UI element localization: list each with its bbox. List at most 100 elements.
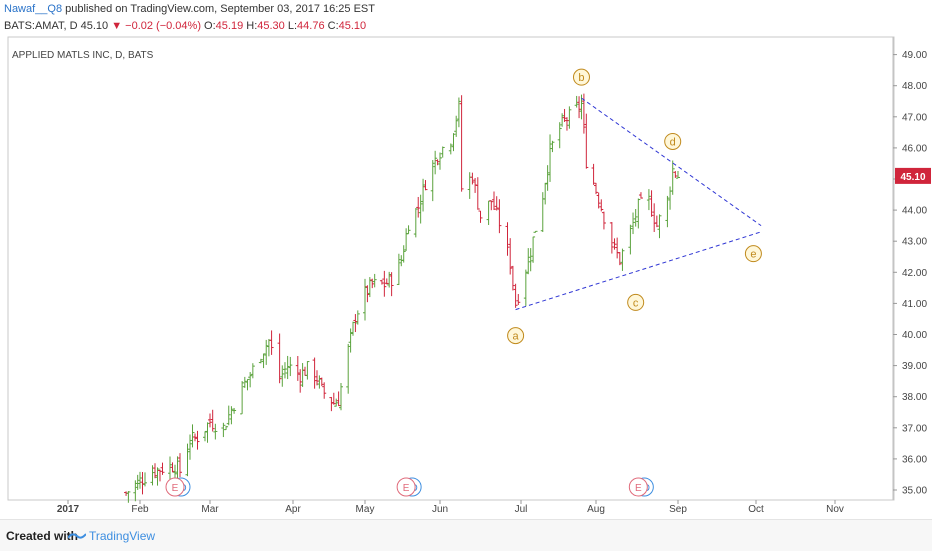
earnings-marker-letter: E bbox=[403, 483, 410, 494]
ohlc-bar bbox=[435, 159, 440, 166]
ohlc-bar bbox=[567, 106, 572, 129]
wave-label-a[interactable]: a bbox=[507, 327, 525, 345]
wave-label-c[interactable]: c bbox=[627, 293, 645, 311]
high-label: H: bbox=[246, 20, 258, 32]
wave-label-e[interactable]: e bbox=[744, 245, 762, 263]
wave-label-text: e bbox=[750, 249, 756, 261]
ohlc-bar bbox=[609, 222, 614, 254]
ohlc-bar bbox=[305, 361, 310, 380]
ohlc-bar bbox=[210, 409, 215, 432]
publish-header: Nawaf__Q8 published on TradingView.com, … bbox=[4, 3, 375, 15]
high-value: 45.30 bbox=[257, 20, 285, 32]
y-tick-label: 35.00 bbox=[902, 486, 927, 497]
ohlc-bar bbox=[138, 471, 142, 489]
wave-label-text: b bbox=[578, 72, 584, 84]
last-price-label: 45.10 bbox=[900, 172, 925, 183]
low-value: 44.76 bbox=[297, 20, 325, 32]
ohlc-bar bbox=[591, 163, 596, 185]
ohlc-bar bbox=[577, 96, 582, 119]
ohlc-bar bbox=[401, 245, 406, 263]
ohlc-bar bbox=[421, 178, 426, 212]
ohlc-bar bbox=[433, 150, 438, 175]
ohlc-bar bbox=[379, 279, 384, 285]
price-change: ▼ −0.02 (−0.04%) bbox=[111, 20, 201, 32]
ohlc-bar bbox=[594, 182, 598, 195]
tradingview-brand: TradingView bbox=[89, 529, 156, 543]
ohlc-bar bbox=[250, 363, 255, 379]
ohlc-bar bbox=[416, 196, 421, 218]
earnings-marker[interactable]: DE bbox=[628, 477, 654, 497]
x-tick-label: Jun bbox=[432, 504, 448, 515]
earnings-marker[interactable]: DE bbox=[165, 477, 191, 497]
tradingview-link[interactable]: TradingView bbox=[68, 529, 155, 543]
ohlc-bar bbox=[353, 314, 358, 333]
footer-bar: Created with TradingView bbox=[0, 519, 932, 551]
ohlc-bar bbox=[475, 177, 480, 210]
author-link[interactable]: Nawaf__Q8 bbox=[4, 3, 63, 15]
ohlc-bar bbox=[612, 238, 617, 250]
ohlc-bar bbox=[370, 278, 375, 289]
ohlc-bar bbox=[531, 236, 536, 263]
ohlc-bar bbox=[454, 115, 459, 137]
ohlc-bar bbox=[601, 211, 606, 230]
symbol-ohlc-line: BATS:AMAT, D 45.10 ▼ −0.02 (−0.04%) O:45… bbox=[4, 20, 366, 32]
ohlc-bar bbox=[248, 372, 253, 388]
ohlc-bar bbox=[545, 165, 550, 191]
earnings-marker-letter: E bbox=[172, 483, 179, 494]
ohlc-bar bbox=[355, 310, 360, 325]
low-label: L: bbox=[287, 20, 298, 32]
wave-label-circle bbox=[507, 327, 525, 345]
wave-label-circle bbox=[664, 132, 682, 150]
ohlc-bar bbox=[523, 269, 528, 306]
ohlc-bar bbox=[155, 467, 160, 486]
close-value: 45.10 bbox=[338, 20, 367, 32]
ohlc-bar bbox=[153, 463, 157, 479]
earnings-marker-circle bbox=[165, 477, 185, 497]
y-tick-label: 47.00 bbox=[902, 112, 927, 123]
ohlc-bar bbox=[269, 330, 274, 355]
ohlc-bar bbox=[557, 122, 562, 149]
y-tick-label: 36.00 bbox=[902, 454, 927, 465]
y-tick-label: 40.00 bbox=[902, 330, 927, 341]
trendline[interactable] bbox=[515, 231, 762, 311]
ohlc-bar bbox=[516, 294, 521, 306]
ohlc-bar bbox=[508, 238, 513, 275]
ohlc-bar bbox=[387, 271, 392, 288]
ohlc-bar bbox=[489, 200, 494, 211]
y-tick-label: 44.00 bbox=[902, 206, 927, 217]
ohlc-bar bbox=[636, 198, 641, 229]
ohlc-bar bbox=[599, 199, 604, 212]
ohlc-bar bbox=[185, 443, 190, 477]
trendline[interactable] bbox=[581, 97, 762, 227]
ohlc-bar bbox=[203, 430, 207, 442]
x-tick-label: Sep bbox=[669, 504, 687, 515]
ohlc-bar bbox=[367, 277, 372, 298]
ohlc-bar bbox=[382, 270, 387, 297]
ohlc-bar bbox=[440, 146, 445, 158]
wave-label-text: c bbox=[633, 297, 639, 309]
wave-label-d[interactable]: d bbox=[664, 132, 682, 150]
earnings-marker-circle bbox=[396, 477, 416, 497]
ohlc-bar bbox=[438, 152, 442, 170]
wave-label-b[interactable]: b bbox=[572, 68, 590, 86]
ohlc-bar bbox=[510, 265, 515, 291]
ohlc-bar bbox=[633, 208, 638, 227]
ohlc-bar bbox=[242, 376, 247, 388]
ohlc-bar bbox=[126, 491, 131, 503]
ohlc-bar bbox=[348, 328, 353, 353]
ohlc-bar bbox=[670, 160, 675, 195]
y-tick-label: 38.00 bbox=[902, 392, 927, 403]
ohlc-bar bbox=[533, 230, 538, 233]
symbol-price: BATS:AMAT, D 45.10 bbox=[4, 20, 109, 32]
last-price-tag bbox=[895, 167, 931, 184]
ohlc-bar bbox=[258, 358, 263, 364]
earnings-marker[interactable]: DE bbox=[396, 477, 422, 497]
x-tick-label: May bbox=[356, 504, 375, 515]
ohlc-bar bbox=[282, 362, 287, 379]
ohlc-bar bbox=[423, 180, 428, 191]
ohlc-bar bbox=[173, 464, 177, 480]
ohlc-bar bbox=[336, 391, 341, 407]
ohlc-bar bbox=[413, 208, 418, 238]
ohlc-bar bbox=[135, 474, 140, 490]
